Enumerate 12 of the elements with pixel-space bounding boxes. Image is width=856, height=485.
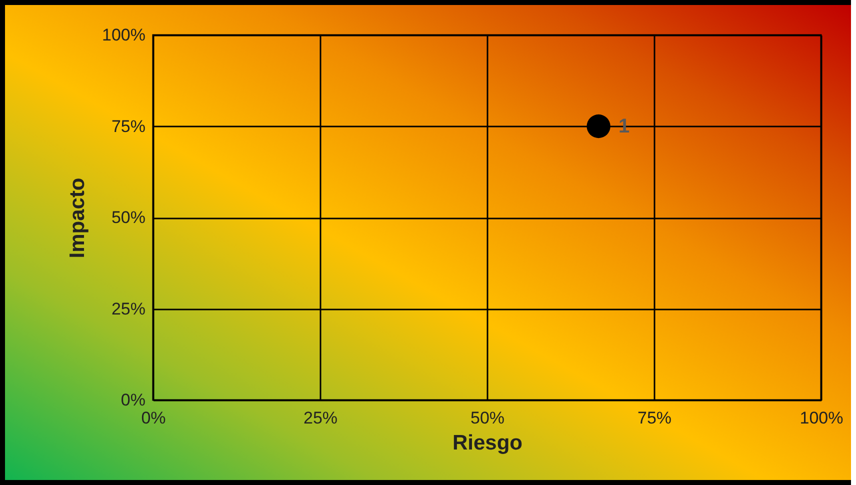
y-tick-label: 100% (102, 26, 146, 44)
y-tick-label: 50% (111, 208, 146, 227)
x-tick-label: 50% (470, 408, 505, 428)
x-tick-label: 100% (800, 408, 844, 428)
x-tick-label: 25% (303, 408, 338, 428)
x-axis-title: Riesgo (452, 432, 523, 454)
y-tick-label: 75% (111, 116, 146, 136)
x-tick-label: 0% (141, 408, 166, 428)
y-tick-label: 0% (120, 390, 146, 410)
y-axis-title: Impacto (66, 178, 90, 258)
x-tick-label: 75% (637, 408, 672, 428)
y-tick-label: 25% (111, 299, 146, 318)
